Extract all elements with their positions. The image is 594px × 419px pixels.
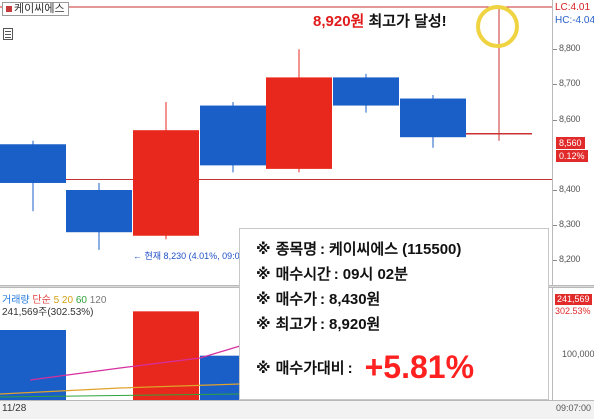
price-axis-tick: 8,300 <box>552 219 581 230</box>
note-mark: ※ <box>256 360 271 377</box>
candle-body <box>0 144 66 183</box>
info-value: 케이씨에스 (115500) <box>329 241 462 258</box>
candle <box>266 49 332 173</box>
price-axis-tick: 8,600 <box>552 113 581 124</box>
legend-p2: 20 <box>61 295 74 306</box>
volume-axis-tick: 100,000 <box>562 349 594 359</box>
info-row-high-price: ※ 최고가:8,920원 <box>256 316 381 333</box>
headline-price: 8,920원 <box>313 13 365 30</box>
menu-icon[interactable] <box>3 28 13 40</box>
time-label: 09:07:00 <box>556 403 592 413</box>
info-row-buy-price: ※ 매수가:8,430원 <box>256 291 381 308</box>
info-value: 8,430원 <box>329 291 381 308</box>
info-row-ratio: ※ 매수가대비: +5.81% <box>256 349 475 386</box>
time-axis[interactable] <box>0 400 594 419</box>
headline-banner: 8,920원 최고가 달성! <box>313 10 447 31</box>
info-label: 최고가 <box>275 316 317 333</box>
candle <box>400 95 466 148</box>
candle <box>200 102 266 173</box>
volume-legend: 거래량 단순 5 20 60 120 <box>2 291 106 306</box>
legend-type: 단순 <box>32 295 51 306</box>
price-axis-tick: 8,700 <box>552 78 581 89</box>
info-label: 매수가 <box>275 291 317 308</box>
volume-ma-line-20 <box>0 383 241 395</box>
candle <box>0 140 66 212</box>
legend-p4: 120 <box>89 295 107 306</box>
volume-pct-label: 302.53% <box>555 306 591 316</box>
current-price-box: 8,560 <box>556 137 585 149</box>
color-swatch-icon <box>6 6 12 12</box>
candle-body <box>400 98 466 138</box>
candle-body <box>333 77 399 106</box>
info-label: 매수가대비 <box>275 360 345 377</box>
ratio-value: +5.81% <box>364 349 475 386</box>
legend-p3: 60 <box>75 295 87 306</box>
hc-label: HC:-4.04 <box>555 15 594 26</box>
info-row-stock-name: ※ 종목명: 케이씨에스 (115500) <box>256 241 462 258</box>
date-label: 11/28 <box>2 403 27 414</box>
price-axis-tick: 8,800 <box>552 43 581 54</box>
candle <box>133 102 199 240</box>
legend-p1: 5 <box>53 295 60 306</box>
volume-ma-line-60 <box>0 393 241 398</box>
lc-label: LC:4.01 <box>555 2 591 13</box>
info-row-buy-time: ※ 매수시간:09시 02분 <box>256 266 408 283</box>
current-pct-box: 0.12% <box>556 150 588 162</box>
price-chart-panel[interactable] <box>0 0 552 285</box>
note-mark: ※ <box>256 241 271 258</box>
volume-bar <box>0 330 66 400</box>
candle-body <box>266 77 332 169</box>
stock-name-tag[interactable]: 케이씨에스 <box>2 2 69 16</box>
info-value: 09시 02분 <box>342 266 408 283</box>
info-value: 8,920원 <box>329 316 381 333</box>
trade-info-card: ※ 종목명: 케이씨에스 (115500) ※ 매수시간:09시 02분 ※ 매수가:8… <box>239 228 549 400</box>
candle-body <box>66 190 132 233</box>
current-price-note: ← 현재 8,230 (4.01%, 09:01) <box>133 251 248 261</box>
candle-body <box>133 130 199 236</box>
note-mark: ※ <box>256 266 271 283</box>
note-mark: ※ <box>256 316 271 333</box>
info-label: 매수시간 <box>275 266 331 283</box>
stock-name-label: 케이씨에스 <box>14 3 65 15</box>
candle <box>66 182 132 250</box>
high-price-highlight-circle <box>476 5 519 48</box>
note-mark: ※ <box>256 291 271 308</box>
info-label: 종목명 <box>275 241 317 258</box>
volume-value-text: 241,569주(302.53%) <box>2 307 94 318</box>
volume-value-box: 241,569 <box>555 294 592 305</box>
candle-body <box>200 105 266 166</box>
legend-name: 거래량 <box>2 295 30 306</box>
volume-ma-line-5 <box>29 345 241 381</box>
candle <box>333 73 399 113</box>
headline-text: 최고가 달성! <box>364 13 447 30</box>
price-axis-tick: 8,400 <box>552 184 581 194</box>
volume-axis[interactable] <box>552 288 594 400</box>
price-axis-tick: 8,200 <box>552 254 581 265</box>
